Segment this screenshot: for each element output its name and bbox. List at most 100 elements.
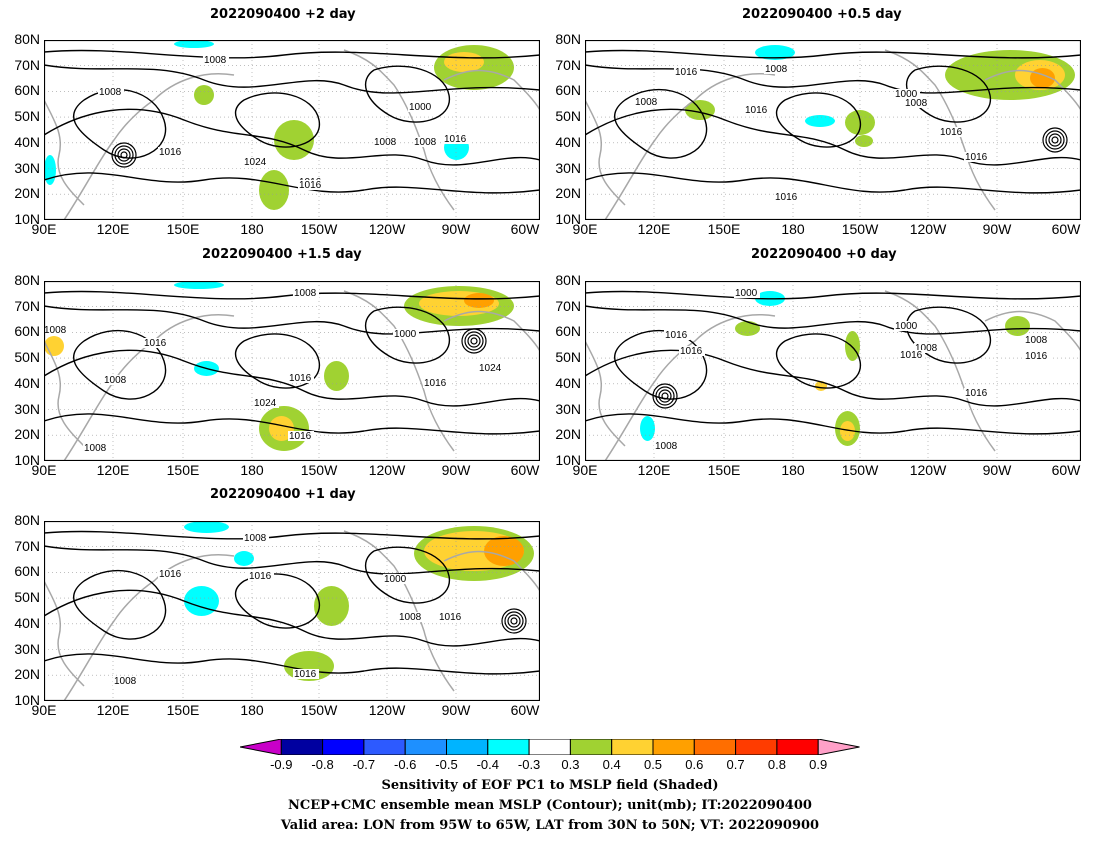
sensitivity-shading	[464, 293, 494, 308]
sensitivity-shading	[269, 416, 294, 441]
colorbar-cell	[693, 739, 737, 755]
mslp-contour	[585, 49, 1081, 59]
contour-label-bg	[293, 669, 319, 679]
latitude-label: 70N	[14, 56, 40, 73]
longitude-label: 90W	[982, 462, 1012, 478]
panel-title: 2022090400 +0.5 day	[742, 7, 902, 22]
latitude-label: 60N	[555, 323, 581, 340]
colorbar-cell	[322, 739, 365, 755]
panel-frame	[585, 40, 1081, 220]
sensitivity-shading	[274, 120, 314, 160]
mslp-contour	[585, 64, 1081, 94]
longitude-label: 60W	[1051, 462, 1081, 478]
contour-label-bg	[899, 350, 925, 360]
contour-label: 1000	[394, 329, 417, 340]
map-panel: 1008 1016 1008 1008 1016 1024 1016 1000 1016 1024…	[44, 281, 540, 461]
mslp-contour	[44, 305, 540, 335]
contour-label-bg	[243, 533, 269, 543]
sensitivity-shading	[845, 331, 860, 361]
contour-label: 1016	[1025, 351, 1048, 362]
contour-label-bg	[734, 288, 760, 298]
longitude-label: 180	[781, 462, 805, 478]
longitude-label: 90E	[572, 221, 598, 237]
mslp-contour	[44, 413, 540, 435]
sensitivity-shading	[735, 321, 760, 336]
longitude-label: 90E	[31, 462, 57, 478]
sensitivity-shading	[234, 551, 254, 566]
mslp-contour	[364, 546, 450, 604]
colorbar-tick-label: 0.4	[602, 757, 621, 772]
longitude-label: 180	[781, 221, 805, 237]
longitude-label: 120E	[96, 702, 130, 718]
coastline	[44, 290, 540, 461]
mslp-contour	[613, 88, 708, 159]
mslp-contour	[585, 290, 1081, 300]
sensitivity-shading	[1005, 316, 1030, 336]
sensitivity-shading	[444, 52, 484, 72]
latitude-label: 80N	[14, 272, 40, 288]
contour-label: 1016	[900, 350, 923, 361]
latitude-label: 70N	[555, 56, 581, 73]
panel-title: 2022090400 +2 day	[210, 7, 356, 22]
mslp-contour	[44, 49, 540, 59]
contour-label: 1016	[159, 569, 182, 580]
longitude-label: 120W	[909, 221, 947, 237]
low-pressure-center	[661, 392, 669, 400]
coastline	[585, 290, 1081, 461]
contour-label: 1016	[940, 127, 963, 138]
longitude-label: 150E	[166, 221, 200, 237]
mslp-contour	[585, 413, 1081, 435]
contour-label: 1008	[374, 137, 397, 148]
colorbar-cell	[446, 739, 489, 755]
longitude-label: 90W	[441, 462, 471, 478]
latitude-label: 10N	[14, 210, 40, 227]
latitude-label: 50N	[555, 108, 581, 125]
contour-label-bg	[438, 612, 464, 622]
latitude-label: 30N	[14, 640, 40, 657]
colorbar-tick-label: -0.5	[435, 757, 458, 772]
longitude-label: 90E	[31, 221, 57, 237]
contour-label: 1008	[84, 443, 107, 454]
contour-label-bg	[298, 180, 324, 190]
latitude-label: 50N	[555, 349, 581, 366]
longitude-label: 90W	[982, 221, 1012, 237]
panel-frame	[44, 521, 540, 701]
contour-label-bg	[764, 64, 790, 74]
colorbar-arrow-right	[817, 739, 860, 755]
colorbar-tick-label: 0.9	[809, 757, 828, 772]
latitude-label: 40N	[14, 374, 40, 391]
contour-label-bg	[158, 147, 184, 157]
contour-label-bg	[894, 321, 920, 331]
contour-label: 1016	[680, 346, 703, 357]
contour-label: 1016	[965, 152, 988, 163]
colorbar-cell	[528, 739, 571, 755]
contour-label-bg	[964, 152, 990, 162]
colorbar-tick-label: -0.6	[393, 757, 417, 772]
contour-label: 1024	[244, 157, 267, 168]
longitude-label: 60W	[510, 702, 540, 718]
contour-label: 1008	[1025, 335, 1048, 346]
contour-label-bg	[654, 441, 680, 451]
longitude-label: 150W	[841, 221, 879, 237]
longitude-label: 60W	[510, 462, 540, 478]
mslp-contour	[585, 349, 1081, 407]
sensitivity-shading	[174, 281, 224, 289]
panel-title: 2022090400 +1 day	[210, 487, 356, 502]
latitude-label: 80N	[14, 31, 40, 47]
sensitivity-shading	[484, 536, 524, 566]
mslp-contour	[44, 545, 540, 575]
low-pressure-center	[470, 337, 478, 345]
contour-label-bg	[248, 571, 274, 581]
contour-label-bg	[664, 330, 690, 340]
low-pressure-center	[120, 151, 128, 159]
contour-label-bg	[44, 325, 69, 335]
contour-label: 1024	[254, 398, 277, 409]
latitude-label: 20N	[14, 426, 40, 443]
sensitivity-shading	[184, 521, 229, 533]
contour-label-bg	[674, 67, 700, 77]
mslp-contour	[44, 290, 540, 300]
longitude-label: 120W	[368, 462, 406, 478]
contour-label-bg	[393, 329, 419, 339]
colorbar-tick-label: 0.8	[767, 757, 786, 772]
contour-label-bg	[679, 346, 705, 356]
